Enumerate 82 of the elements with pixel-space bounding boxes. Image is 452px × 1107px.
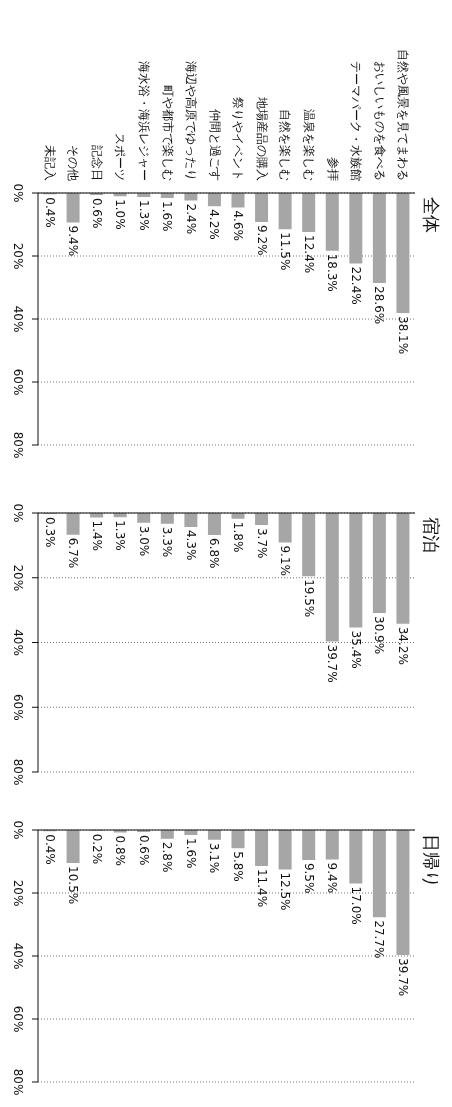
y-tick-label: 20% <box>11 242 25 270</box>
data-label: 2.8% <box>160 841 175 873</box>
data-label: 17.0% <box>348 886 363 925</box>
y-tick-label: 40% <box>11 629 25 656</box>
x-tick-label: 記念日 <box>89 145 104 181</box>
y-tick-label: 80% <box>11 1068 25 1096</box>
data-label: 1.6% <box>160 201 175 232</box>
text: 全体 <box>420 197 442 233</box>
text: 宿泊 <box>420 517 442 553</box>
x-tick-label: 未記入 <box>42 145 57 181</box>
x-tick-label: 自然を楽しむ <box>278 109 293 181</box>
data-label: 1.4% <box>89 520 104 552</box>
data-label: 11.4% <box>254 868 269 908</box>
data-label: 3.7% <box>254 527 269 559</box>
data-label: 6.8% <box>207 538 222 569</box>
data-label: 38.1% <box>395 316 410 355</box>
y-tick-label: 40% <box>11 942 25 970</box>
data-label: 1.8% <box>231 521 245 553</box>
x-tick-label: その他 <box>66 145 81 181</box>
data-label: 2.4% <box>183 203 198 235</box>
y-tick-label: 60% <box>11 368 25 396</box>
y-tick-label: 80% <box>11 431 25 459</box>
data-label: 5.8% <box>231 851 245 882</box>
x-tick-label: 地場産品の購入 <box>254 96 269 181</box>
data-label: 3.3% <box>160 526 175 558</box>
x-tick-label: 温泉を楽しむ <box>301 109 316 181</box>
y-tick-label: 20% <box>11 564 25 592</box>
data-label: 9.4% <box>66 225 81 257</box>
data-label: 35.4% <box>348 630 363 669</box>
data-label: 30.9% <box>372 616 387 655</box>
data-label: 9.5% <box>301 862 316 894</box>
data-label: 1.0% <box>113 199 128 230</box>
data-label: 0.6% <box>89 197 104 229</box>
data-label: 0.3% <box>42 516 57 548</box>
data-label: 34.2% <box>395 626 410 665</box>
data-label: 4.2% <box>207 209 222 240</box>
y-tick-label: 60% <box>11 693 25 721</box>
data-label: 3.1% <box>207 842 222 874</box>
data-label: 0.8% <box>113 835 128 867</box>
x-tick-label: 海水浴・海浜レジャー <box>137 61 152 181</box>
data-label: 39.7% <box>395 958 410 997</box>
data-label: 3.0% <box>136 525 151 557</box>
data-label: 11.5% <box>278 232 293 271</box>
data-label: 27.7% <box>372 920 387 959</box>
x-tick-label: 海辺や高原でゆったり <box>184 61 199 181</box>
y-tick-label: 80% <box>11 758 25 786</box>
y-tick-label: 20% <box>11 879 25 907</box>
x-tick-label: おいしいものを食べる <box>372 61 387 181</box>
x-tick-label: 祭りやイベント <box>231 97 246 181</box>
data-label: 4.3% <box>183 529 198 561</box>
data-label: 22.4% <box>348 266 363 305</box>
x-tick-label: テーマパーク・水族館 <box>349 61 364 181</box>
data-label: 9.2% <box>254 224 269 256</box>
x-tick-label: スポーツ <box>113 133 128 181</box>
data-label: 0.4% <box>42 197 57 228</box>
data-label: 1.6% <box>183 838 198 869</box>
data-label: 0.6% <box>136 834 151 866</box>
y-tick-label: 0% <box>11 503 25 523</box>
y-tick-label: 0% <box>11 183 25 203</box>
y-tick-label: 0% <box>11 820 25 840</box>
y-tick-label: 60% <box>11 1005 25 1033</box>
data-label: 9.4% <box>325 862 340 894</box>
data-label: 9.1% <box>278 545 293 576</box>
x-tick-label: 仲間と過ごす <box>207 109 222 181</box>
data-label: 39.7% <box>325 644 340 683</box>
x-tick-label: 自然や風景を見てまわる <box>396 49 411 181</box>
data-label: 19.5% <box>301 579 316 618</box>
x-tick-label: 町や都市で楽しむ <box>160 85 175 181</box>
text: 日帰り <box>420 834 442 888</box>
data-label: 1.3% <box>113 520 128 551</box>
data-label: 1.3% <box>136 200 151 231</box>
y-tick-label: 40% <box>11 305 25 333</box>
x-tick-label: 参拝 <box>325 157 340 181</box>
data-label: 10.5% <box>66 866 81 905</box>
data-label: 0.4% <box>42 834 57 865</box>
data-label: 4.6% <box>231 210 245 241</box>
data-label: 6.7% <box>66 537 81 569</box>
data-label: 12.4% <box>301 235 316 274</box>
data-label: 28.6% <box>372 286 387 325</box>
data-label: 0.2% <box>89 833 104 865</box>
data-label: 18.3% <box>325 253 340 292</box>
data-label: 12.5% <box>278 872 293 911</box>
